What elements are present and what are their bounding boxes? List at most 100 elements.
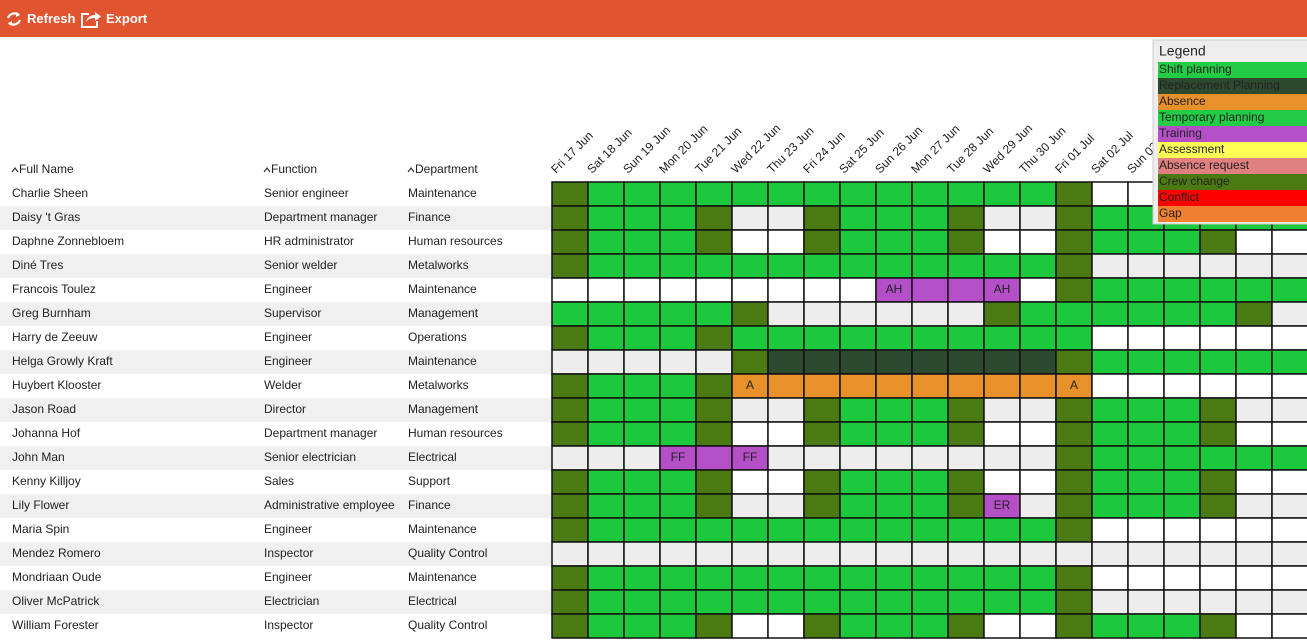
schedule-cell[interactable] — [623, 253, 661, 279]
schedule-cell[interactable] — [1163, 397, 1201, 423]
schedule-cell[interactable] — [875, 301, 913, 327]
schedule-cell[interactable] — [1127, 469, 1165, 495]
schedule-cell[interactable] — [803, 253, 841, 279]
schedule-cell[interactable] — [1199, 445, 1237, 471]
schedule-cell[interactable] — [623, 445, 661, 471]
schedule-cell[interactable] — [947, 469, 985, 495]
schedule-cell[interactable] — [587, 493, 625, 519]
schedule-cell[interactable] — [1019, 445, 1057, 471]
schedule-cell[interactable] — [695, 421, 733, 447]
schedule-cell[interactable] — [947, 397, 985, 423]
schedule-cell[interactable] — [659, 301, 697, 327]
schedule-cell[interactable] — [1271, 541, 1307, 567]
schedule-cell[interactable] — [1019, 421, 1057, 447]
schedule-cell[interactable] — [1019, 253, 1057, 279]
schedule-cell[interactable] — [587, 421, 625, 447]
schedule-cell[interactable] — [1127, 397, 1165, 423]
schedule-cell[interactable] — [551, 373, 589, 399]
schedule-cell[interactable] — [839, 349, 877, 375]
schedule-cell[interactable] — [731, 517, 769, 543]
schedule-cell[interactable] — [875, 493, 913, 519]
schedule-cell[interactable] — [1235, 349, 1273, 375]
schedule-cell[interactable] — [983, 517, 1021, 543]
schedule-cell[interactable] — [1199, 517, 1237, 543]
schedule-cell[interactable] — [695, 445, 733, 471]
schedule-cell[interactable] — [1163, 421, 1201, 447]
schedule-cell[interactable] — [731, 589, 769, 615]
schedule-cell[interactable] — [551, 325, 589, 351]
schedule-cell[interactable] — [875, 349, 913, 375]
schedule-cell[interactable] — [983, 301, 1021, 327]
schedule-cell[interactable] — [623, 517, 661, 543]
schedule-cell[interactable] — [551, 589, 589, 615]
schedule-cell[interactable] — [587, 301, 625, 327]
schedule-cell[interactable] — [1091, 565, 1129, 591]
schedule-cell[interactable] — [1127, 517, 1165, 543]
schedule-cell[interactable] — [1019, 589, 1057, 615]
schedule-cell[interactable] — [551, 613, 589, 639]
schedule-cell[interactable] — [839, 373, 877, 399]
schedule-cell[interactable] — [1019, 205, 1057, 231]
schedule-cell[interactable] — [1235, 613, 1273, 639]
schedule-cell[interactable] — [1019, 541, 1057, 567]
schedule-cell[interactable] — [1163, 493, 1201, 519]
schedule-cell[interactable] — [1271, 373, 1307, 399]
schedule-cell[interactable] — [587, 589, 625, 615]
schedule-cell[interactable] — [947, 349, 985, 375]
schedule-cell[interactable] — [1235, 325, 1273, 351]
schedule-cell[interactable] — [875, 469, 913, 495]
schedule-cell[interactable] — [875, 445, 913, 471]
schedule-cell[interactable] — [1271, 613, 1307, 639]
schedule-cell[interactable] — [803, 229, 841, 255]
schedule-cell[interactable] — [839, 205, 877, 231]
schedule-cell[interactable] — [1163, 349, 1201, 375]
schedule-cell[interactable] — [983, 373, 1021, 399]
schedule-cell[interactable] — [659, 181, 697, 207]
schedule-cell[interactable] — [911, 373, 949, 399]
schedule-cell[interactable] — [803, 517, 841, 543]
schedule-cell[interactable] — [1271, 565, 1307, 591]
schedule-cell[interactable] — [803, 469, 841, 495]
schedule-cell[interactable] — [587, 613, 625, 639]
schedule-cell[interactable] — [551, 541, 589, 567]
schedule-cell[interactable] — [1163, 325, 1201, 351]
schedule-cell[interactable] — [551, 445, 589, 471]
schedule-cell[interactable] — [947, 229, 985, 255]
column-header[interactable]: Full Name — [19, 162, 74, 176]
schedule-cell[interactable] — [1163, 277, 1201, 303]
schedule-cell[interactable] — [731, 397, 769, 423]
schedule-cell[interactable] — [623, 277, 661, 303]
schedule-cell[interactable] — [1055, 565, 1093, 591]
schedule-cell[interactable] — [839, 301, 877, 327]
schedule-cell[interactable] — [1091, 445, 1129, 471]
schedule-cell[interactable] — [1127, 277, 1165, 303]
schedule-cell[interactable] — [839, 181, 877, 207]
schedule-cell[interactable] — [911, 469, 949, 495]
schedule-cell[interactable] — [947, 205, 985, 231]
schedule-cell[interactable] — [1019, 493, 1057, 519]
schedule-cell[interactable] — [803, 589, 841, 615]
schedule-cell[interactable] — [767, 613, 805, 639]
schedule-cell[interactable] — [803, 277, 841, 303]
schedule-cell[interactable] — [1091, 349, 1129, 375]
schedule-cell[interactable] — [695, 565, 733, 591]
schedule-cell[interactable] — [947, 421, 985, 447]
schedule-cell[interactable] — [1199, 349, 1237, 375]
schedule-cell[interactable] — [587, 205, 625, 231]
schedule-cell[interactable] — [1127, 325, 1165, 351]
schedule-cell[interactable] — [1271, 445, 1307, 471]
schedule-cell[interactable] — [1199, 373, 1237, 399]
schedule-cell[interactable] — [911, 349, 949, 375]
schedule-cell[interactable] — [983, 445, 1021, 471]
schedule-cell[interactable] — [1199, 493, 1237, 519]
schedule-cell[interactable] — [1235, 277, 1273, 303]
schedule-cell[interactable] — [731, 229, 769, 255]
schedule-cell[interactable] — [803, 421, 841, 447]
schedule-cell[interactable] — [659, 229, 697, 255]
schedule-cell[interactable] — [767, 277, 805, 303]
schedule-cell[interactable] — [1271, 253, 1307, 279]
schedule-cell[interactable] — [803, 205, 841, 231]
schedule-cell[interactable] — [875, 541, 913, 567]
schedule-cell[interactable] — [767, 541, 805, 567]
schedule-cell[interactable] — [731, 277, 769, 303]
